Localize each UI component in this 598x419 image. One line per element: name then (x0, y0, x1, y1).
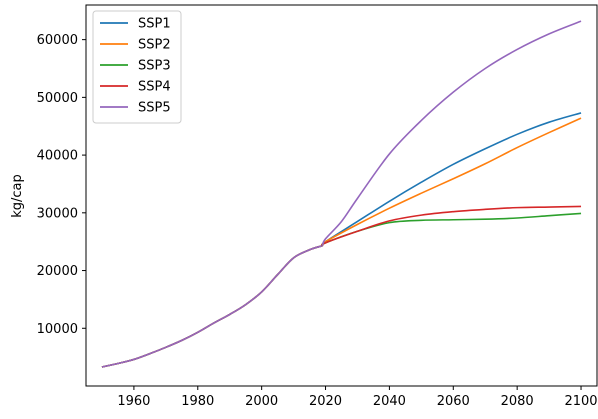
legend-label-ssp5: SSP5 (138, 101, 171, 116)
legend-box (92, 10, 182, 124)
x-axis: 1960 1980 2000 2020 2040 2060 2080 2100 (117, 386, 598, 409)
y-axis-label: kg/cap (10, 174, 25, 218)
y-tick-label: 40000 (37, 149, 78, 164)
historical-line-ssp4 (101, 244, 323, 368)
legend-label-ssp1: SSP1 (138, 17, 171, 32)
historical-line-ssp1 (101, 244, 323, 368)
legend-label-ssp2: SSP2 (138, 38, 171, 53)
x-tick-label: 2100 (564, 394, 597, 409)
y-tick-label: 30000 (37, 206, 78, 221)
historical-line-ssp3 (101, 244, 323, 368)
y-tick-label: 50000 (37, 91, 78, 106)
y-tick-label: 20000 (37, 264, 78, 279)
x-tick-label: 2060 (437, 394, 470, 409)
plot-frame (85, 4, 598, 387)
series-line-ssp2 (321, 117, 582, 247)
legend-label-ssp4: SSP4 (138, 80, 171, 95)
x-tick-label: 2040 (373, 394, 406, 409)
series-line-ssp4 (321, 205, 582, 247)
x-tick-label: 2020 (309, 394, 342, 409)
series-line-ssp5 (321, 20, 582, 247)
x-tick-label: 2080 (501, 394, 534, 409)
historical-line-ssp2 (101, 244, 323, 368)
y-tick-label: 10000 (37, 322, 78, 337)
legend-label-ssp3: SSP3 (138, 59, 171, 74)
y-axis: 10000 20000 30000 40000 50000 60000 (37, 33, 86, 337)
x-tick-label: 2000 (245, 394, 278, 409)
legend: SSP1 SSP2 SSP3 SSP4 SSP5 (92, 10, 182, 124)
x-tick-label: 1980 (181, 394, 214, 409)
series-line-ssp1 (321, 112, 582, 247)
x-tick-label: 1960 (117, 394, 150, 409)
historical-line-ssp5 (101, 244, 323, 368)
plot-lines (101, 20, 582, 368)
y-tick-label: 60000 (37, 33, 78, 48)
